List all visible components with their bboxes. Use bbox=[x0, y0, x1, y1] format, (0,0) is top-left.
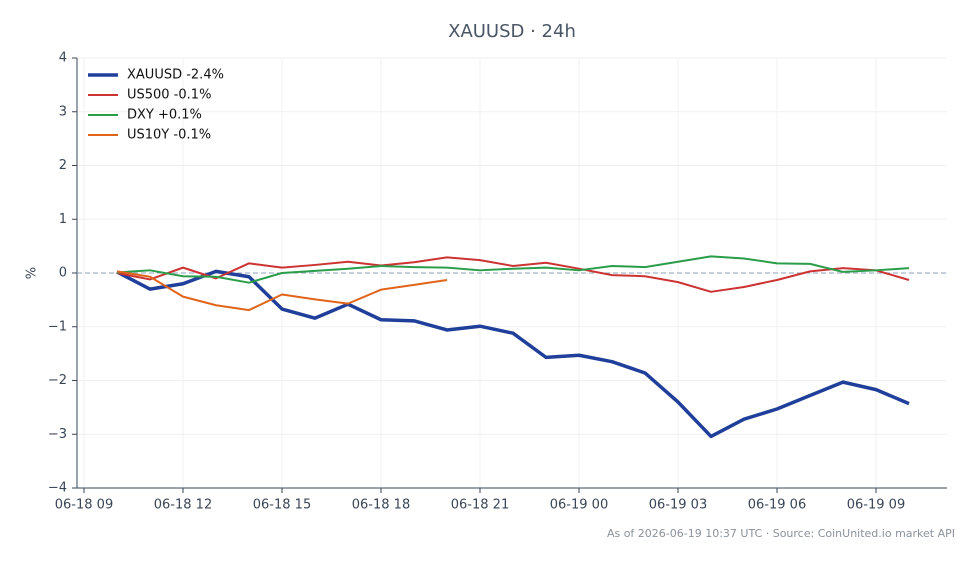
y-axis-label: % bbox=[25, 267, 40, 279]
legend-label: US10Y -0.1% bbox=[127, 128, 211, 143]
y-tick-label: −1 bbox=[48, 319, 67, 334]
footnote: As of 2026-06-19 10:37 UTC · Source: Coi… bbox=[607, 527, 955, 540]
x-tick-label: 06-19 09 bbox=[847, 498, 905, 513]
series-line bbox=[116, 256, 910, 293]
x-tick-label: 06-19 06 bbox=[748, 498, 806, 513]
legend-label: XAUUSD -2.4% bbox=[127, 68, 224, 83]
chart-title: XAUUSD · 24h bbox=[448, 21, 576, 42]
series-line bbox=[116, 255, 910, 284]
x-tick-label: 06-19 00 bbox=[550, 498, 608, 513]
legend-label: US500 -0.1% bbox=[127, 88, 211, 103]
y-tick-label: −3 bbox=[48, 427, 67, 442]
y-tick-label: −2 bbox=[48, 373, 67, 388]
x-tick-label: 06-18 15 bbox=[253, 498, 311, 513]
y-tick-label: 4 bbox=[59, 51, 67, 66]
x-tick-label: 06-18 18 bbox=[352, 498, 410, 513]
series-line bbox=[116, 270, 448, 312]
y-tick-label: 2 bbox=[59, 158, 67, 173]
x-tick-label: 06-18 09 bbox=[55, 498, 113, 513]
y-tick-label: 0 bbox=[59, 266, 67, 281]
y-tick-label: 3 bbox=[59, 104, 67, 119]
x-tick-label: 06-18 12 bbox=[154, 498, 212, 513]
x-tick-label: 06-18 21 bbox=[451, 498, 509, 513]
legend-label: DXY +0.1% bbox=[127, 108, 202, 123]
series-line bbox=[116, 269, 910, 439]
x-tick-label: 06-19 03 bbox=[649, 498, 707, 513]
y-tick-label: 1 bbox=[59, 212, 67, 227]
y-tick-label: −4 bbox=[48, 481, 67, 496]
